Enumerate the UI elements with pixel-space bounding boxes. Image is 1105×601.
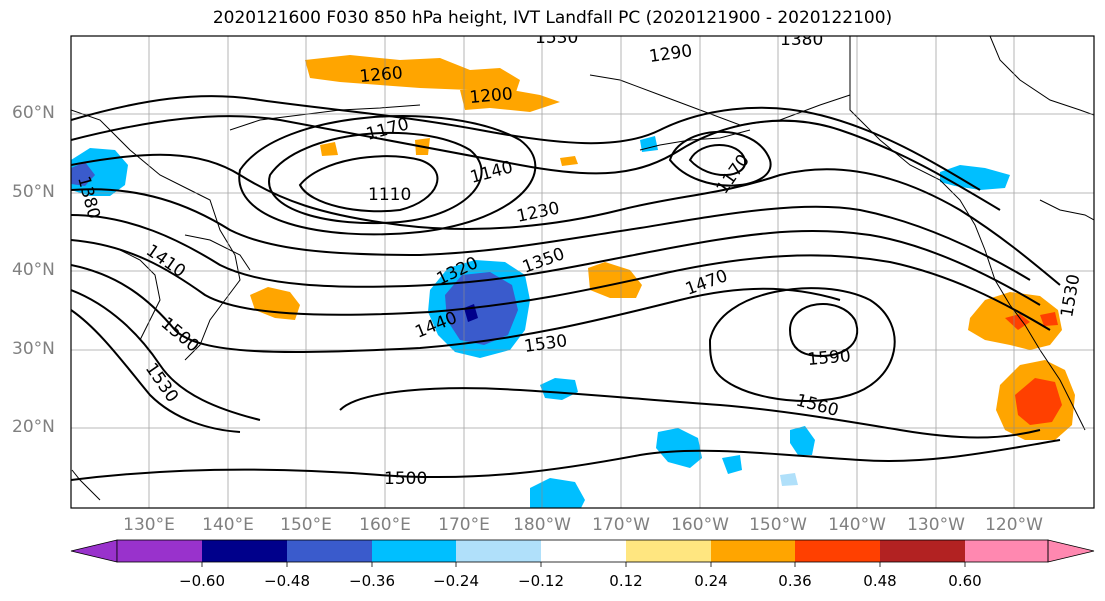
colorbar-tick-label: −0.48 [264,572,310,590]
contour-label: 1530 [535,28,578,48]
lat-label-40n: 40°N [12,260,55,280]
map-frame [70,35,1095,509]
lon-label-170e: 170°E [438,515,490,535]
colorbar-tick-label: 0.24 [694,572,728,590]
colorbar-tick-label: 0.60 [948,572,982,590]
lon-label-140e: 140°E [202,515,254,535]
colorbar-tick-label: 0.36 [778,572,812,590]
lon-label-140w: 140°W [828,515,886,535]
coastlines [71,36,1094,501]
contour-label: 1110 [368,185,411,205]
lon-label-130w: 130°W [907,515,965,535]
colorbar [70,539,1095,567]
contour-label: 1200 [469,84,514,108]
lon-label-160e: 160°E [359,515,411,535]
colorbar-tick-label: 0.48 [863,572,897,590]
colorbar-tick-label: −0.36 [349,572,395,590]
map-title: 2020121600 F030 850 hPa height, IVT Land… [212,8,893,28]
height-contours [71,95,1061,481]
lon-label-160w: 160°W [671,515,729,535]
lat-label-20n: 20°N [12,417,55,437]
contour-label: 1260 [359,63,404,87]
contour-label: 1590 [807,346,852,370]
colorbar-tick-label: −0.12 [518,572,564,590]
lon-label-130e: 130°E [123,515,175,535]
lon-label-180w: 180°W [513,515,571,535]
lon-label-170w: 170°W [592,515,650,535]
lat-label-30n: 30°N [12,339,55,359]
colorbar-tick-label: −0.24 [433,572,479,590]
contour-label: 1500 [384,469,427,489]
lon-label-120w: 120°W [985,515,1043,535]
lat-label-50n: 50°N [12,182,55,202]
colorbar-tick-label: −0.60 [179,572,225,590]
gridlines [71,36,1094,508]
lon-label-150w: 150°W [749,515,807,535]
colorbar-tick-label: 0.12 [609,572,643,590]
lat-label-60n: 60°N [12,103,55,123]
lon-label-150e: 150°E [280,515,332,535]
contour-label: 1380 [780,30,823,50]
